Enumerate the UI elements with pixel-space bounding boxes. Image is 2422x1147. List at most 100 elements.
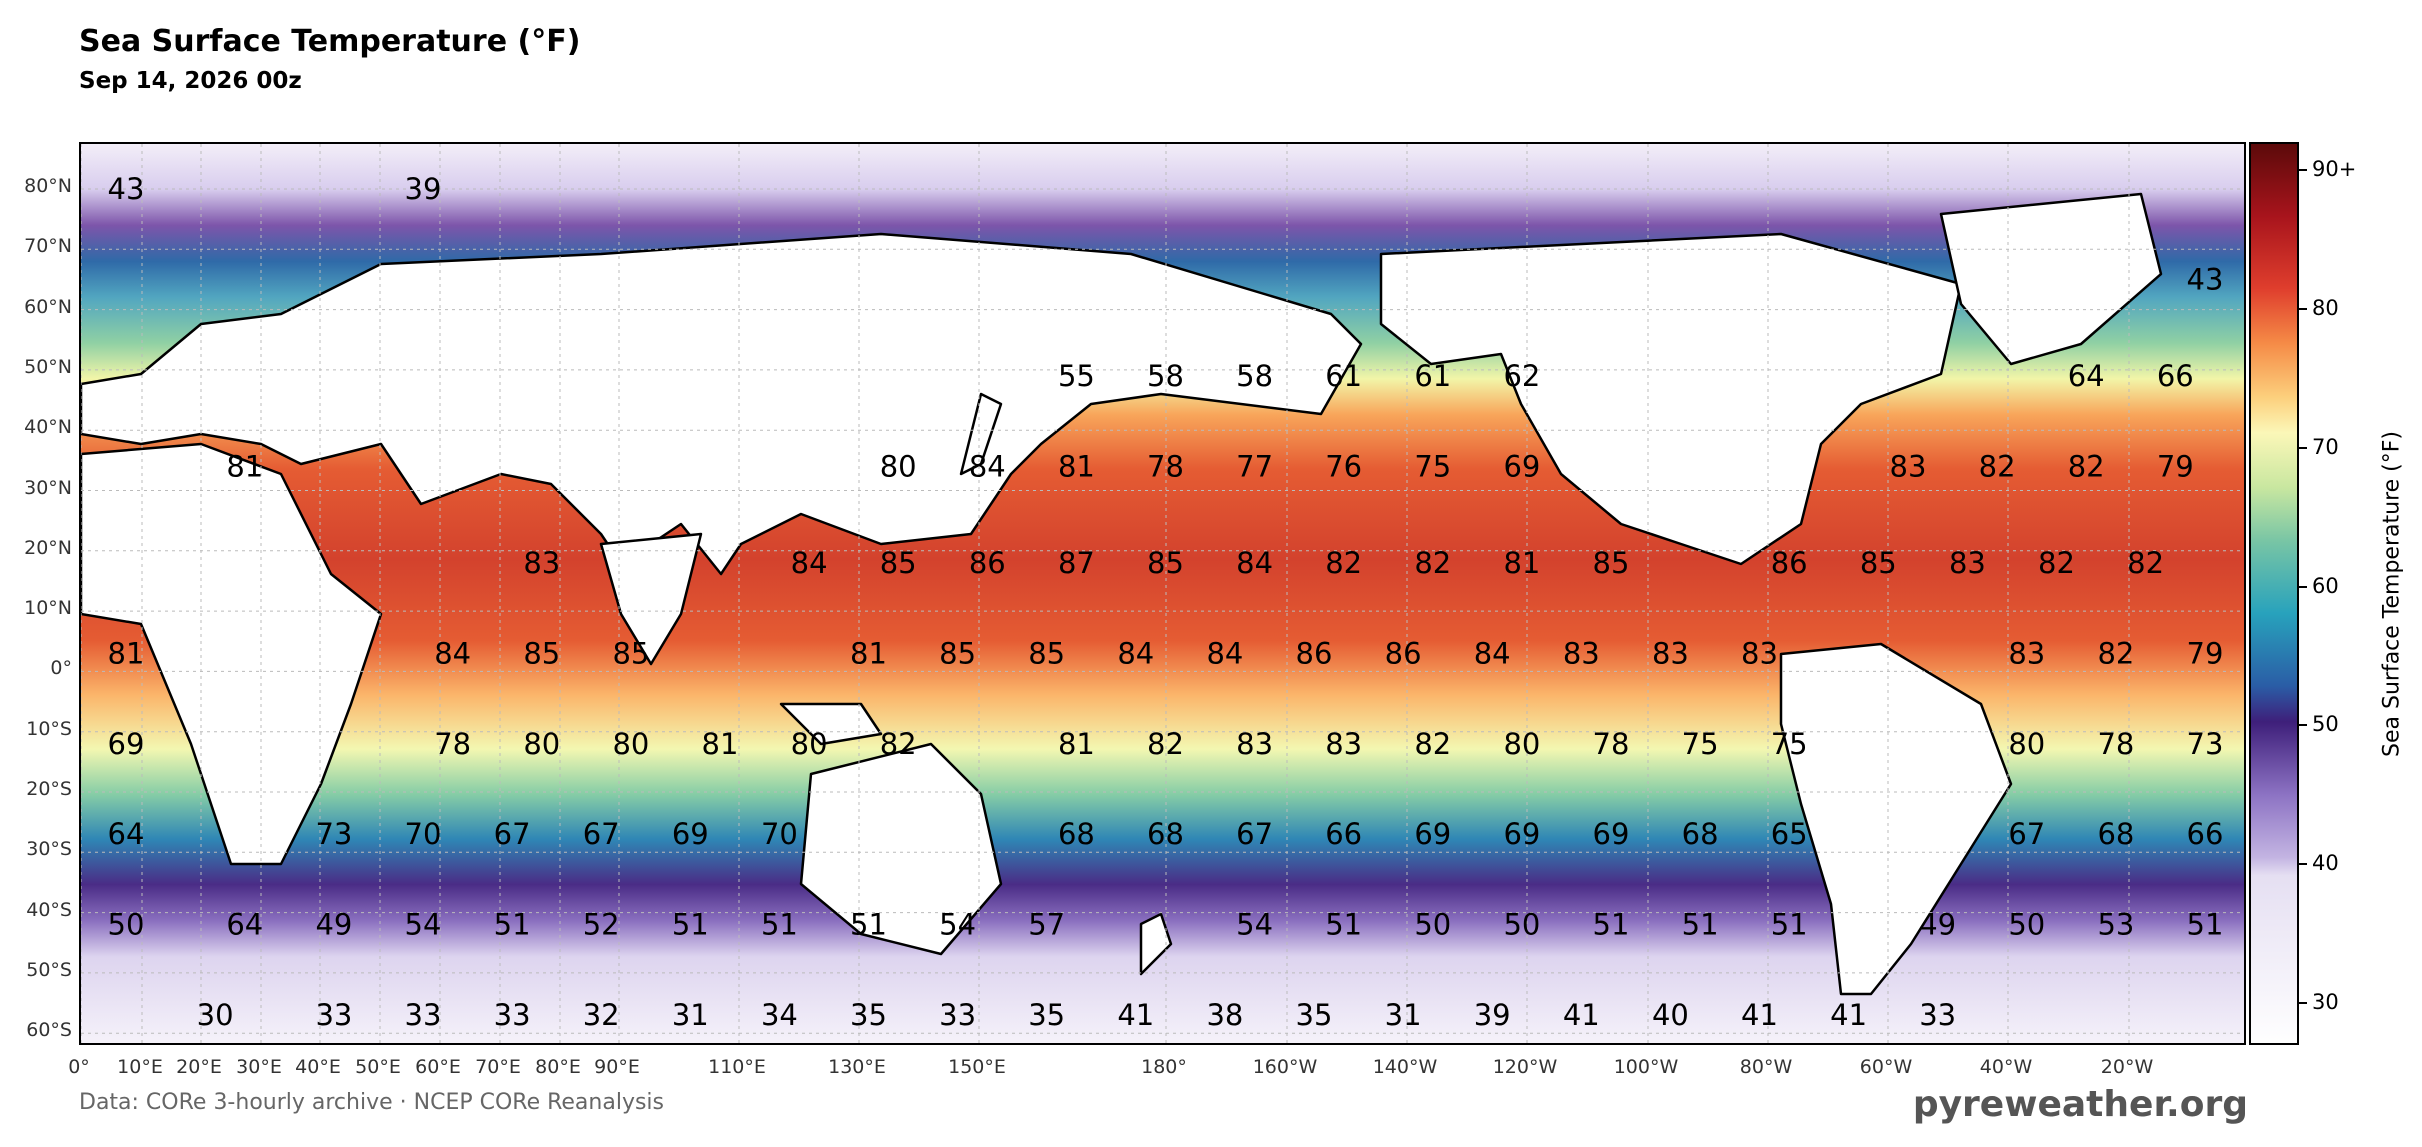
- temperature-labels: 43 39 43 49 53 51 55 58 58 61 61 62 64 66 67 81 80 84 81 78…: [108, 172, 2224, 1032]
- sst-value-label: 85: [1593, 546, 1630, 580]
- sst-value-label: 70: [761, 817, 798, 851]
- sst-value-label: 67: [2008, 817, 2045, 851]
- sst-value-label: 55: [1058, 359, 1095, 393]
- sst-value-label: 83: [1890, 449, 1927, 483]
- lon-label: 130°E: [828, 1056, 886, 1078]
- colorbar-gradient: [2251, 144, 2297, 1043]
- sst-map[interactable]: 43 39 43 49 53 51 55 58 58 61 61 62 64 66 67 81 80 84 81 78…: [79, 142, 2246, 1045]
- colorbar-tick-label: 40: [2312, 851, 2339, 876]
- sst-value-label: 33: [1919, 998, 1956, 1032]
- sst-value-label: 67: [583, 817, 620, 851]
- sst-value-label: 68: [1682, 817, 1719, 851]
- sst-value-label: 69: [672, 817, 709, 851]
- sst-value-label: 61: [1414, 359, 1451, 393]
- brand-watermark[interactable]: pyreweather.org: [1912, 1084, 2248, 1125]
- sst-value-label: 82: [2038, 546, 2075, 580]
- sst-value-label: 64: [226, 908, 263, 942]
- sst-value-label: 35: [1028, 998, 1065, 1032]
- sst-value-label: 82: [2127, 546, 2164, 580]
- lat-label: 70°N: [24, 235, 72, 258]
- sst-value-label: 43: [2187, 262, 2224, 296]
- lon-label: 20°W: [2100, 1056, 2154, 1078]
- sst-value-label: 51: [1325, 908, 1362, 942]
- data-source: Data: CORe 3-hourly archive · NCEP CORe …: [79, 1090, 665, 1115]
- sst-value-label: 34: [761, 998, 798, 1032]
- lat-label: 30°N: [24, 476, 72, 499]
- lon-label: 60°W: [1859, 1056, 1913, 1078]
- india-land: [599, 532, 703, 666]
- colorbar-tickmark: [2299, 446, 2307, 449]
- sst-value-label: 83: [1563, 636, 1600, 670]
- colorbar-tickmark: [2299, 307, 2307, 310]
- lon-label: 10°E: [117, 1056, 163, 1078]
- sst-value-label: 79: [2187, 636, 2224, 670]
- sst-value-label: 80: [612, 727, 649, 761]
- lon-label: 40°E: [295, 1056, 341, 1078]
- sst-value-label: 82: [1147, 727, 1184, 761]
- sst-value-label: 84: [791, 546, 828, 580]
- sst-value-label: 58: [1147, 359, 1184, 393]
- sst-value-label: 33: [315, 998, 352, 1032]
- lon-label: 40°W: [1979, 1056, 2033, 1078]
- sst-value-label: 69: [108, 727, 145, 761]
- sst-value-label: 69: [1503, 449, 1540, 483]
- colorbar-svg: [2251, 144, 2297, 1043]
- sst-value-label: 41: [1117, 998, 1154, 1032]
- sst-value-label: 51: [761, 908, 798, 942]
- lon-label: 80°E: [535, 1056, 581, 1078]
- colorbar-tickmark: [2299, 724, 2307, 727]
- sst-value-label: 78: [1147, 449, 1184, 483]
- colorbar-tick-label: 90+: [2312, 156, 2357, 181]
- sst-value-label: 50: [1503, 908, 1540, 942]
- sst-value-label: 82: [1979, 449, 2016, 483]
- sst-value-label: 81: [108, 636, 145, 670]
- colorbar-tickmark: [2299, 863, 2307, 866]
- lat-label: 20°N: [24, 536, 72, 559]
- sst-value-label: 69: [1503, 817, 1540, 851]
- north-america-land: [1379, 232, 1963, 566]
- sst-value-label: 31: [1385, 998, 1422, 1032]
- sst-value-label: 84: [1117, 636, 1154, 670]
- sst-value-label: 78: [2097, 727, 2134, 761]
- sst-value-label: 64: [108, 817, 145, 851]
- sst-value-label: 43: [108, 172, 145, 206]
- sst-value-label: 86: [1771, 546, 1808, 580]
- colorbar-tick-label: 80: [2312, 295, 2339, 320]
- sst-value-label: 82: [880, 727, 917, 761]
- sst-value-label: 41: [1563, 998, 1600, 1032]
- lon-label: 180°: [1141, 1056, 1187, 1078]
- sst-value-label: 49: [1919, 908, 1956, 942]
- sst-value-label: 57: [1028, 908, 1065, 942]
- sst-value-label: 66: [2157, 359, 2194, 393]
- lat-label: 80°N: [24, 175, 72, 197]
- sst-value-label: 54: [1236, 908, 1273, 942]
- chart-title: Sea Surface Temperature (°F): [79, 24, 581, 59]
- sst-value-label: 51: [1682, 908, 1719, 942]
- lat-label: 50°S: [26, 958, 72, 981]
- colorbar-label: Sea Surface Temperature (°F): [2379, 431, 2405, 757]
- lat-label: 60°S: [26, 1019, 72, 1042]
- sst-value-label: 80: [523, 727, 560, 761]
- sst-map-svg: 43 39 43 49 53 51 55 58 58 61 61 62 64 66 67 81 80 84 81 78…: [81, 144, 2244, 1043]
- sst-value-label: 81: [1058, 727, 1095, 761]
- sst-value-label: 33: [405, 998, 442, 1032]
- sst-value-label: 81: [1058, 449, 1095, 483]
- sst-value-label: 49: [315, 908, 352, 942]
- sst-value-label: 77: [1236, 449, 1273, 483]
- sst-value-label: 83: [1652, 636, 1689, 670]
- sst-value-label: 54: [405, 908, 442, 942]
- sst-value-label: 35: [1296, 998, 1333, 1032]
- lat-label: 10°N: [24, 597, 72, 620]
- sst-value-label: 50: [2008, 908, 2045, 942]
- colorbar-tickmark: [2299, 585, 2307, 588]
- sst-value-label: 84: [969, 449, 1006, 483]
- sst-value-label: 33: [939, 998, 976, 1032]
- sst-value-label: 81: [850, 636, 887, 670]
- sst-value-label: 51: [1593, 908, 1630, 942]
- chart-subtitle: Sep 14, 2026 00z: [79, 68, 302, 94]
- lon-label: 150°E: [948, 1056, 1006, 1078]
- colorbar: [2249, 142, 2299, 1045]
- sst-value-label: 35: [850, 998, 887, 1032]
- lon-label: 80°W: [1739, 1056, 1793, 1078]
- colorbar-tickmark: [2299, 1002, 2307, 1005]
